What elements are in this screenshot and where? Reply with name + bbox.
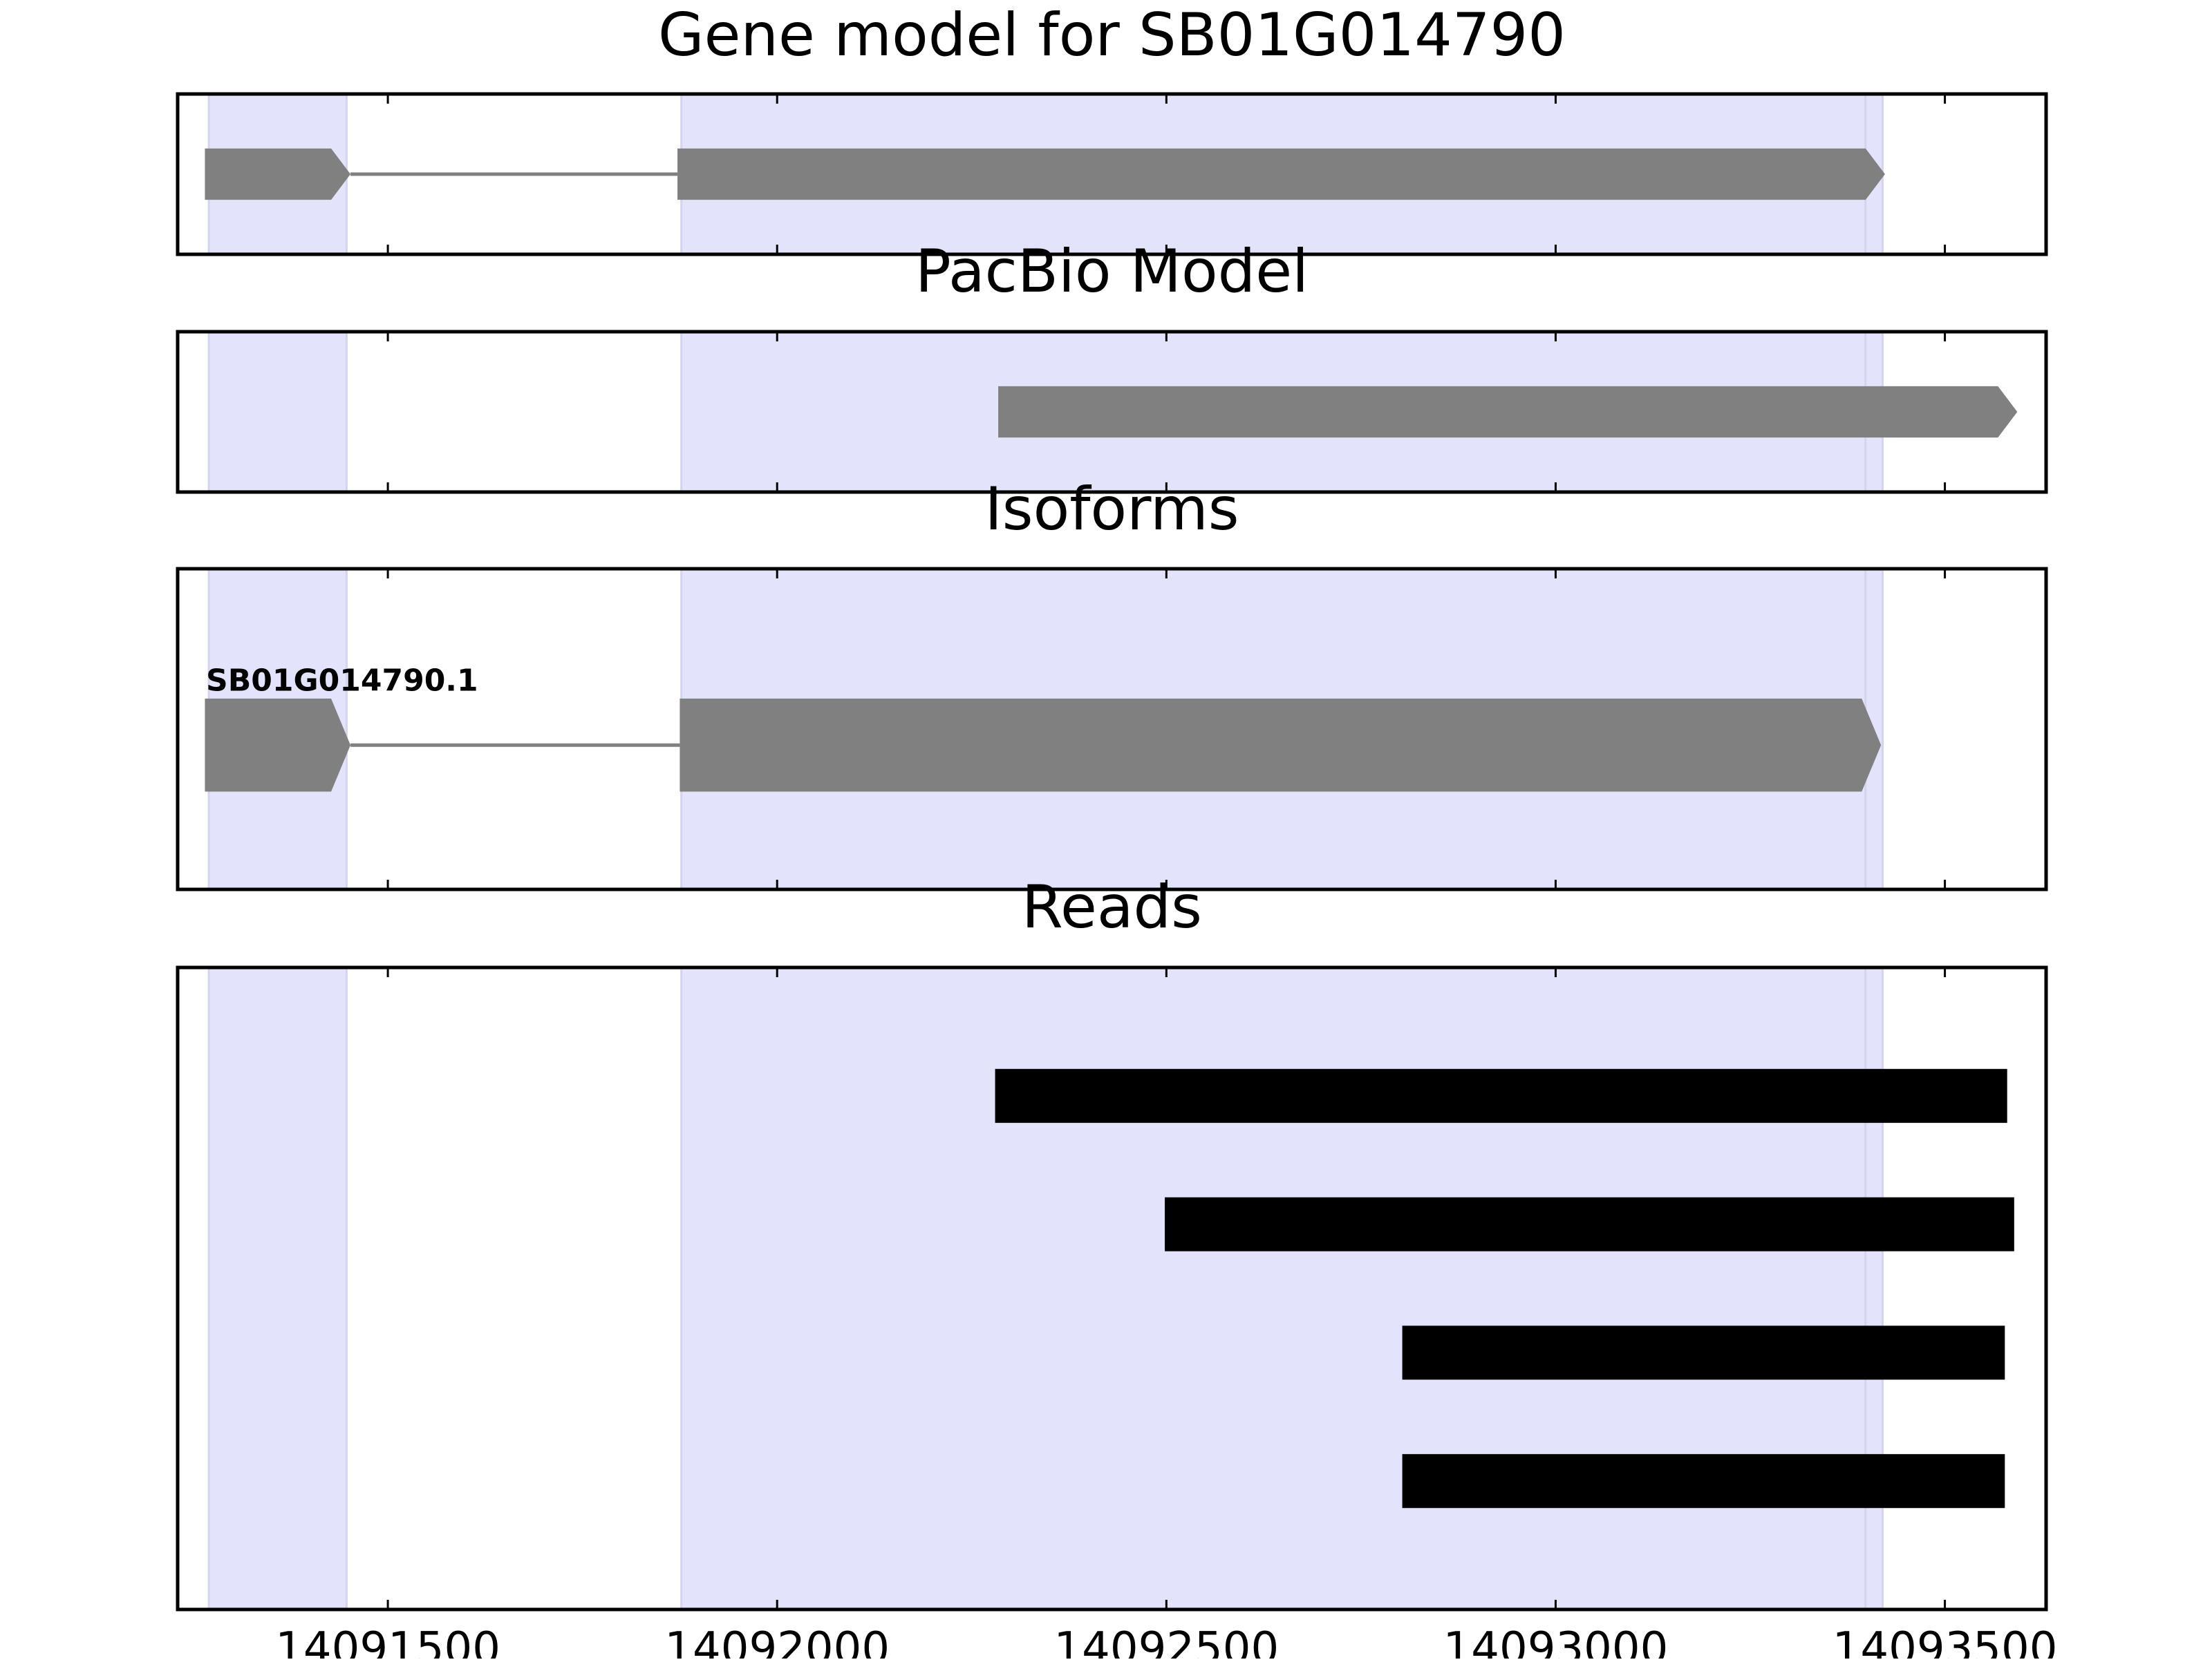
read-bar	[995, 1068, 2007, 1123]
read-bar	[1402, 1325, 2005, 1380]
x-tick-label: 14091500	[275, 1623, 500, 1659]
read-bar	[1165, 1197, 2014, 1252]
isoform-label: SB01G014790.1	[206, 663, 478, 698]
panel-title: Gene model for SB01G014790	[658, 1, 1566, 70]
panel-frame	[176, 965, 2048, 1612]
exon-arrow	[677, 148, 1885, 200]
panel-frame	[176, 567, 2048, 891]
x-tick-label: 14092500	[1053, 1623, 1279, 1659]
exon-arrow	[205, 148, 351, 200]
panel-frame	[176, 92, 2048, 256]
exon-highlight-band	[207, 966, 348, 1611]
exon-arrow	[998, 386, 2018, 438]
panel-title: PacBio Model	[915, 237, 1309, 306]
exon-arrow	[679, 698, 1882, 792]
panel-title: Reads	[1022, 873, 1202, 942]
panel-title: Isoforms	[984, 475, 1239, 544]
read-bar	[1402, 1454, 2005, 1509]
x-tick-label: 14093500	[1833, 1623, 2058, 1659]
x-tick-label: 14093000	[1443, 1623, 1669, 1659]
exon-highlight-band	[680, 966, 1867, 1611]
x-tick-label: 14092000	[664, 1623, 890, 1659]
exon-highlight-band	[207, 330, 348, 493]
exon-arrow	[205, 698, 351, 792]
exon-highlight-band	[1864, 966, 1884, 1611]
panel-frame	[176, 330, 2048, 494]
